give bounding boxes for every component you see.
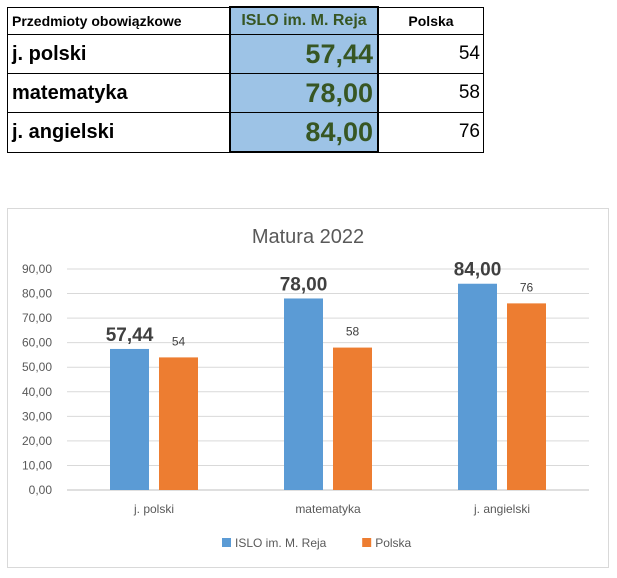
chart-area: Matura 2022 0,00 10,00 20,00 30,00 40,00 50,00… — [7, 208, 609, 568]
y-tick-label: 20,00 — [22, 434, 52, 448]
table-row: matematyka 78,00 58 — [7, 73, 484, 113]
y-tick-label: 10,00 — [22, 458, 52, 472]
subject-cell: matematyka — [7, 73, 231, 113]
poland-score-cell: 58 — [377, 73, 484, 113]
poland-score-cell: 76 — [377, 112, 484, 153]
bar — [333, 347, 372, 490]
chart-title: Matura 2022 — [252, 226, 364, 248]
y-tick-label: 70,00 — [22, 311, 52, 325]
poland-score-cell: 54 — [377, 34, 484, 74]
data-label: 57,44 — [106, 325, 154, 346]
bar-chart: Matura 2022 0,00 10,00 20,00 30,00 40,00 50,00… — [22, 226, 589, 550]
y-tick-label: 60,00 — [22, 336, 52, 350]
bar — [284, 298, 323, 490]
y-tick-label: 50,00 — [22, 360, 52, 374]
bar — [507, 303, 546, 490]
data-label: 84,00 — [454, 260, 502, 281]
y-tick-label: 40,00 — [22, 385, 52, 399]
legend-swatch — [362, 538, 372, 547]
header-poland: Polska — [377, 6, 484, 35]
legend-swatch — [222, 538, 231, 547]
legend-label: ISLO im. M. Reja — [235, 536, 327, 550]
y-tick-label: 80,00 — [22, 287, 52, 301]
y-tick-label: 0,00 — [29, 483, 53, 497]
legend-label: Polska — [375, 536, 411, 550]
data-label: 58 — [346, 325, 360, 339]
bar — [458, 283, 497, 490]
y-tick-label: 30,00 — [22, 409, 52, 423]
data-label: 54 — [172, 334, 186, 348]
header-subjects: Przedmioty obowiązkowe — [7, 6, 231, 35]
subject-cell: j. angielski — [7, 112, 231, 153]
results-table: Przedmioty obowiązkowe ISLO im. M. Reja … — [7, 6, 484, 153]
school-score-cell: 84,00 — [229, 112, 379, 153]
subject-cell: j. polski — [7, 34, 231, 74]
x-tick-label: j. polski — [133, 502, 174, 516]
y-tick-label: 90,00 — [22, 262, 52, 276]
bar — [159, 357, 198, 490]
table-row: j. polski 57,44 54 — [7, 34, 484, 74]
table-header-row: Przedmioty obowiązkowe ISLO im. M. Reja … — [7, 6, 484, 35]
x-tick-label: j. angielski — [473, 502, 530, 516]
x-tick-label: matematyka — [295, 502, 361, 516]
header-school: ISLO im. M. Reja — [229, 6, 379, 35]
bar — [110, 348, 149, 490]
school-score-cell: 57,44 — [229, 34, 379, 74]
data-label: 78,00 — [280, 274, 328, 295]
data-label: 76 — [520, 280, 534, 294]
school-score-cell: 78,00 — [229, 73, 379, 113]
table-row: j. angielski 84,00 76 — [7, 112, 484, 153]
